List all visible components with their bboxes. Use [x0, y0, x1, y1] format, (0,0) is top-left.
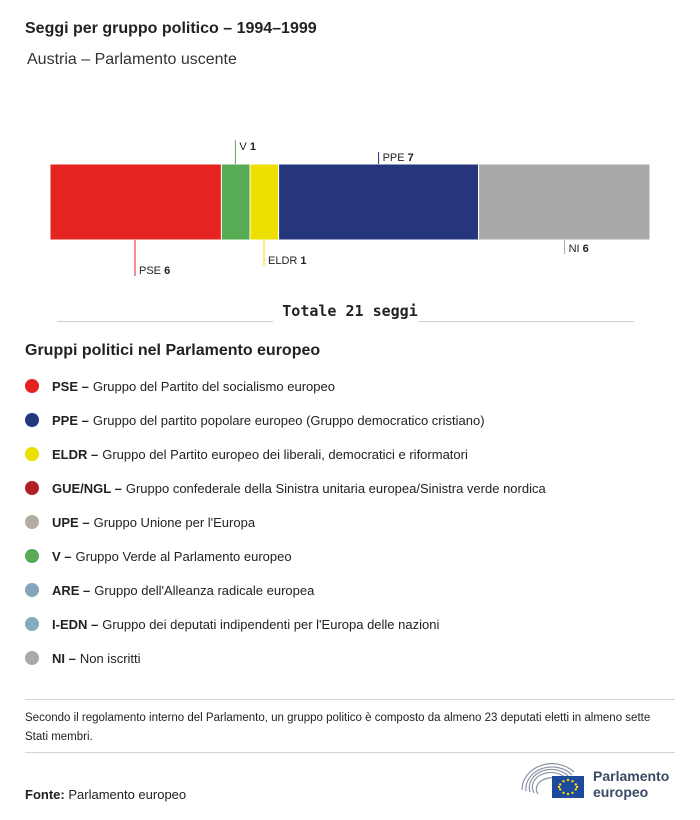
data-label-v: V 1: [239, 141, 256, 153]
legend-code: V –: [52, 548, 72, 564]
legend-color-dot: [25, 583, 39, 597]
logo-wordmark: Parlamento europeo: [593, 768, 669, 800]
legend-label: Gruppo del Partito del socialismo europe…: [92, 378, 335, 394]
legend-code: PPE –: [52, 412, 89, 428]
chart-subtitle: Austria – Parlamento uscente: [27, 51, 237, 68]
legend-code: PSE –: [52, 378, 89, 394]
legend-color-dot: [25, 413, 39, 427]
source-label: Fonte:: [25, 787, 65, 802]
legend-label: Gruppo Verde al Parlamento europeo: [75, 548, 292, 564]
legend-title: Gruppi politici nel Parlamento europeo: [25, 342, 321, 359]
legend-label: Gruppo dei deputati indipendenti per l'E…: [102, 616, 440, 632]
legend-code: UPE –: [52, 514, 90, 530]
legend-item: ARE – Gruppo dell'Alleanza radicale europ…: [25, 573, 685, 607]
european-parliament-logo: Parlamento europeo: [518, 760, 683, 802]
logo-line-2: europeo: [593, 784, 649, 800]
legend-item: PSE – Gruppo del Partito del socialismo e…: [25, 369, 685, 403]
legend-color-dot: [25, 549, 39, 563]
legend-color-dot: [25, 447, 39, 461]
legend-code: NI –: [52, 650, 76, 666]
note-bottom-divider: [25, 752, 675, 753]
legend-label: Gruppo del Partito europeo dei liberali,…: [102, 446, 468, 462]
legend-label: Non iscritti: [79, 650, 141, 666]
legend: PSE – Gruppo del Partito del socialismo e…: [25, 369, 685, 675]
legend-code: I-EDN –: [52, 616, 99, 632]
legend-item: ELDR – Gruppo del Partito europeo dei lib…: [25, 437, 685, 471]
total-divider-left: [57, 321, 273, 322]
legend-code: ARE –: [52, 582, 91, 598]
source-value: Parlamento europeo: [68, 787, 187, 802]
bar-segment-ni: [478, 163, 651, 241]
logo-line-1: Parlamento: [593, 768, 670, 784]
chart-title: Seggi per gruppo politico – 1994–1999: [25, 20, 317, 37]
legend-item: PPE – Gruppo del partito popolare europeo…: [25, 403, 685, 437]
legend-color-dot: [25, 617, 39, 631]
data-label-pse: PSE 6: [139, 265, 170, 277]
legend-label: Gruppo dell'Alleanza radicale europea: [94, 582, 315, 598]
bar-segment-ppe: [278, 163, 480, 241]
legend-label: Gruppo del partito popolare europeo (Gru…: [92, 412, 485, 428]
legend-item: V – Gruppo Verde al Parlamento europeo: [25, 539, 685, 573]
bar-segment-eldr: [249, 163, 280, 241]
total-divider-right: [418, 321, 634, 322]
legend-item: GUE/NGL – Gruppo confederale della Sinist…: [25, 471, 685, 505]
stacked-bar-chart: PSE 6 V 1 ELDR 1 PPE 7 NI 6: [49, 140, 651, 277]
legend-color-dot: [25, 379, 39, 393]
data-label-ppe: PPE 7: [383, 152, 414, 164]
legend-item: NI – Non iscritti: [25, 641, 685, 675]
note-top-divider: [25, 699, 675, 700]
legend-item: UPE – Gruppo Unione per l'Europa: [25, 505, 685, 539]
legend-code: GUE/NGL –: [52, 480, 122, 496]
data-label-ni: NI 6: [569, 243, 589, 255]
legend-label: Gruppo confederale della Sinistra unitar…: [125, 480, 546, 496]
legend-color-dot: [25, 515, 39, 529]
legend-item: I-EDN – Gruppo dei deputati indipendenti …: [25, 607, 685, 641]
bar-segment-v: [220, 163, 251, 241]
legend-color-dot: [25, 481, 39, 495]
source: Fonte: Parlamento europeo: [25, 787, 186, 802]
bar-segment-pse: [49, 163, 222, 241]
data-label-eldr: ELDR 1: [268, 255, 307, 267]
footnote: Secondo il regolamento interno del Parla…: [25, 712, 651, 743]
legend-color-dot: [25, 651, 39, 665]
legend-code: ELDR –: [52, 446, 99, 462]
parliament-emblem-icon: [521, 763, 584, 798]
legend-label: Gruppo Unione per l'Europa: [93, 514, 256, 530]
total-seats-label: Totale 21 seggi: [282, 302, 418, 320]
